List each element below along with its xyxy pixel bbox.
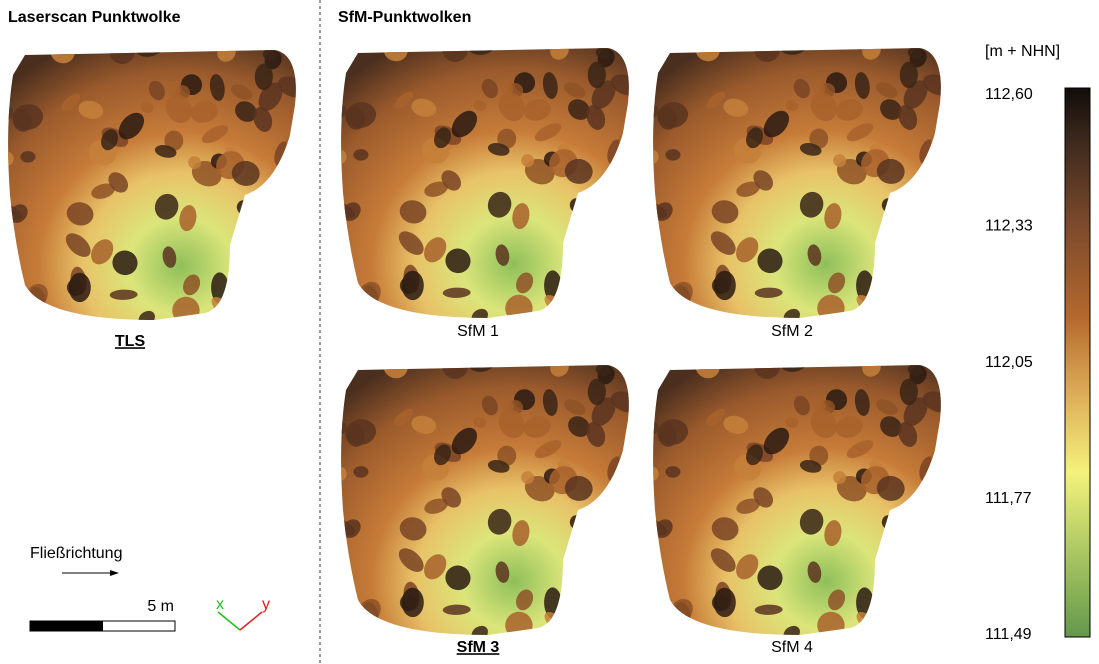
colorbar-unit: [m + NHN] bbox=[985, 43, 1060, 60]
panel-label: SfM 2 bbox=[771, 323, 813, 340]
left-title: Laserscan Punktwolke bbox=[8, 9, 181, 26]
colorbar-tick-label: 111,49 bbox=[985, 626, 1032, 643]
sfm2-cloud bbox=[636, 30, 955, 328]
axis-x-label: x bbox=[216, 596, 224, 613]
colorbar-tick-label: 112,05 bbox=[985, 354, 1033, 371]
colorbar-tick-label: 112,33 bbox=[985, 218, 1033, 235]
colorbar-tick-label: 111,77 bbox=[985, 490, 1032, 507]
panel-label: TLS bbox=[115, 333, 146, 350]
axis-y-label: y bbox=[262, 596, 270, 613]
sfm3-cloud bbox=[324, 347, 643, 645]
flow-label: Fließrichtung bbox=[30, 545, 122, 562]
sfm1-cloud bbox=[324, 30, 643, 328]
panel-label: SfM 1 bbox=[457, 323, 499, 340]
panel-label: SfM 4 bbox=[771, 639, 813, 656]
right-title: SfM-Punktwolken bbox=[338, 9, 471, 26]
colorbar bbox=[1064, 87, 1091, 638]
colorbar-tick-label: 112,60 bbox=[985, 86, 1033, 103]
scale-label: 5 m bbox=[147, 598, 174, 615]
axis-y bbox=[239, 611, 263, 631]
tls-cloud bbox=[0, 32, 310, 330]
sfm4-cloud bbox=[636, 347, 955, 645]
panel-label: SfM 3 bbox=[457, 639, 500, 656]
axis-x bbox=[217, 611, 241, 631]
scale-bar-fill bbox=[30, 621, 103, 631]
flow-arrowhead bbox=[110, 570, 119, 576]
